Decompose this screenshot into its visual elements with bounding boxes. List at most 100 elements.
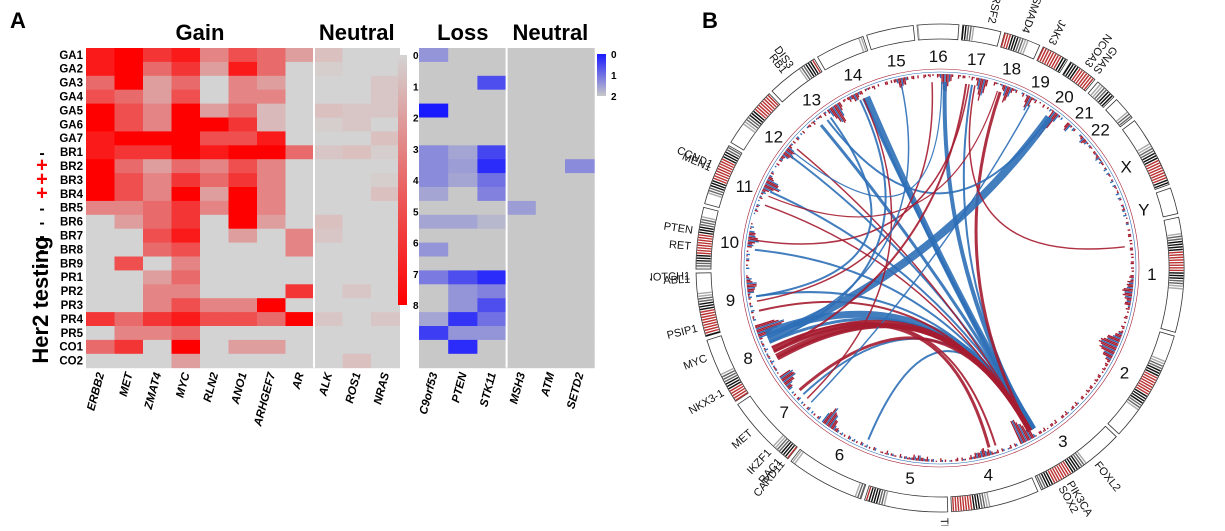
heatmap-cell [114,187,144,202]
gain-bar [842,99,846,103]
loss-legend-tick: 1 [611,71,617,82]
gain-bar [927,74,930,77]
heatmap-cell [477,131,508,146]
heatmap-cell [143,89,172,105]
loss-bar [948,74,951,82]
chromosome-ideogram [866,25,916,51]
chromosome-band [735,392,748,402]
chromosome-band [749,114,762,125]
chromosome-band [787,446,797,459]
chromosome-band [1090,84,1101,96]
heatmap-cell [171,256,201,271]
heatmap-cell [86,145,115,160]
gain-link [773,323,991,448]
chromosome-band [696,267,711,270]
chromosome-band [1146,162,1160,170]
heatmap-cell [371,187,400,202]
chromosome-band [1066,458,1076,471]
gain-bar [941,74,943,85]
chromosome-band [1168,287,1183,290]
group-header-gain: Gain [176,20,225,45]
heatmap-cell [535,214,566,230]
chromosome-band [697,246,712,250]
heatmap-cell [565,103,595,118]
gain-bar [987,448,991,456]
chromosome-band [708,192,722,198]
heatmap-cell [342,75,372,91]
chromosome-label: 9 [726,291,735,310]
chromosome-label: 18 [1002,59,1021,78]
chromosome-band [1101,95,1113,107]
heatmap-cell [114,75,144,91]
loss-bar [1001,84,1004,87]
heatmap-cell [448,270,478,285]
loss-bar [1131,278,1134,280]
loss-link [767,85,910,339]
heatmap-cell [285,298,315,313]
heatmap-cell [86,242,115,257]
heatmap-cell [257,131,286,146]
loss-bar [848,436,852,440]
gain-bar [1010,87,1014,94]
chromosome-band [698,236,713,240]
chromosome-band [712,179,727,187]
gain-bar [1126,298,1132,301]
gain-bar [864,88,867,92]
gain-bar [1090,147,1093,150]
chromosome-band [751,112,764,123]
heatmap-cell [171,200,201,216]
heatmap-cell [419,145,449,160]
gain-bar [1104,167,1107,170]
chromosome-band [785,445,795,457]
chromosome-band [760,102,772,114]
gain-bar [881,451,884,454]
loss-bar [962,458,965,461]
gain-bar [1125,217,1128,220]
heatmap-cell [342,270,372,285]
chromosome-band [981,493,986,508]
gain-bar [747,242,753,245]
heatmap-cell [114,326,144,341]
heatmap-cell [535,61,566,77]
gain-bar [752,316,755,319]
chromosome-label: 3 [1058,432,1067,451]
heatmap-cell [477,103,508,118]
heatmap-cell [257,173,286,188]
heatmap-cell [314,200,343,216]
gain-bar [827,413,838,428]
chromosome-band [1039,48,1047,62]
gain-bar [961,457,964,461]
gain-bar [783,376,794,385]
heatmap-cell [448,187,478,202]
heatmap-cell [535,159,566,174]
chromosome-band [719,163,733,171]
chromosome-band [1147,164,1162,172]
heatmap-cell [285,117,315,132]
heatmap-cell [285,75,315,91]
heatmap-cell [200,312,229,327]
chromosome-band [700,311,715,316]
gain-bar [764,184,780,193]
loss-bar [1124,291,1133,294]
gain-bar [1001,86,1010,103]
loss-bar [980,450,983,458]
row-label: PR4 [61,314,84,326]
heatmap-cell [228,339,258,355]
chromosome-band [699,306,714,311]
gain-bar [818,116,821,119]
heatmap-cell [535,145,566,160]
heatmap-cell [535,117,566,132]
heatmap-cell [200,326,229,341]
gain-bar [834,427,838,432]
row-label: GA7 [59,133,83,145]
heatmap-cell [448,131,478,146]
chromosome-band [1153,179,1168,186]
heatmap-cell [114,131,144,146]
heatmap-cell [342,339,372,355]
heatmap-cell [143,353,172,369]
heatmap-cell [565,214,595,230]
loss-bar [1128,282,1134,285]
gain-bar [802,403,806,407]
heatmap-cell [200,89,229,105]
chromosome-band [807,62,817,76]
